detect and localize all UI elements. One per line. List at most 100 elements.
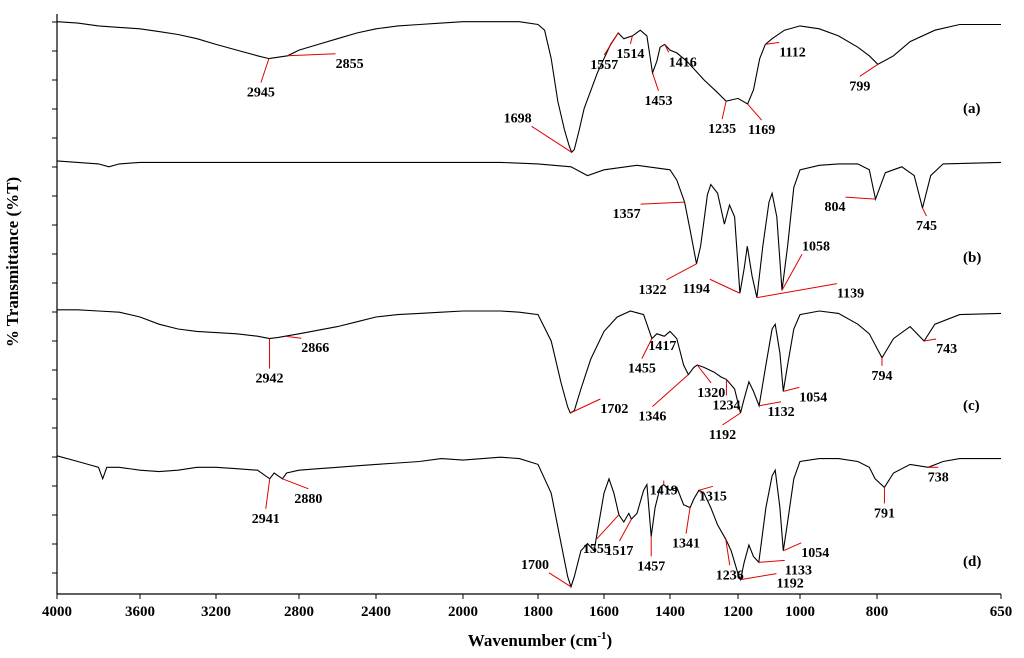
spectrum-line-b xyxy=(56,160,1002,298)
leader-lines-group xyxy=(260,32,939,588)
spectrum-line-c xyxy=(57,309,1002,414)
x-tick-label: 2400 xyxy=(361,604,391,620)
peak-leader-line xyxy=(696,364,712,384)
peak-label: 743 xyxy=(936,342,957,357)
x-tick-label: 650 xyxy=(990,604,1013,620)
peak-label: 1702 xyxy=(600,402,628,417)
peak-leader-line xyxy=(652,374,689,407)
peak-leader-line xyxy=(666,263,697,281)
peak-label: 1315 xyxy=(699,489,727,504)
x-tick-label: 1400 xyxy=(655,604,685,620)
peak-leader-line xyxy=(721,101,727,120)
x-tick-label: 1000 xyxy=(785,604,815,620)
peak-leader-line xyxy=(709,278,741,294)
peak-leader-line xyxy=(603,32,619,56)
peak-label: 1457 xyxy=(637,559,665,574)
peak-label: 1236 xyxy=(716,568,744,583)
peak-leader-line xyxy=(287,53,336,57)
x-tick-labels-group: 4000 3600 3200 2800 2400 2000 1800 1600 1400 1200… xyxy=(42,604,1012,620)
peak-leader-line xyxy=(685,507,691,534)
peak-leader-line xyxy=(570,398,601,414)
peak-label: 1698 xyxy=(504,111,532,126)
peak-label: 738 xyxy=(928,470,949,485)
peak-label: 1517 xyxy=(605,544,633,559)
peak-label: 1194 xyxy=(683,282,710,297)
peak-label: 1320 xyxy=(697,386,725,401)
peak-leader-line xyxy=(548,572,572,588)
x-tick-label: 2800 xyxy=(284,604,314,620)
peak-label: 2880 xyxy=(294,492,322,507)
peak-leader-line xyxy=(629,35,633,45)
peak-leader-line xyxy=(758,401,782,407)
peak-label: 1139 xyxy=(837,287,864,302)
spectra-group xyxy=(56,21,1002,589)
peak-leader-line xyxy=(652,72,659,91)
peak-label: 1192 xyxy=(709,428,736,443)
peak-label: 1132 xyxy=(767,405,794,420)
x-tick-label: 3200 xyxy=(201,604,231,620)
peak-label: 1169 xyxy=(748,123,775,138)
peak-label: 799 xyxy=(849,79,870,94)
peak-leader-line xyxy=(758,559,785,563)
x-tick-label: 800 xyxy=(866,604,889,620)
panel-label-a: (a) xyxy=(963,101,981,117)
x-tick-label: 2000 xyxy=(448,604,478,620)
peak-leader-line xyxy=(531,125,572,153)
panel-label-d: (d) xyxy=(963,554,981,570)
peak-leader-line xyxy=(783,386,800,392)
peak-label: 1557 xyxy=(590,58,618,73)
peak-leader-line xyxy=(783,542,802,552)
peak-label: 804 xyxy=(824,200,845,215)
peak-leader-line xyxy=(596,514,620,540)
peak-leader-line xyxy=(924,338,937,342)
peak-leader-line xyxy=(740,573,777,581)
peak-label: 1417 xyxy=(648,339,676,354)
peak-label: 1416 xyxy=(669,55,697,70)
peak-leader-line xyxy=(698,485,714,491)
peak-label: 1054 xyxy=(801,546,829,561)
peak-leader-line xyxy=(285,335,302,339)
peak-leader-line xyxy=(282,478,309,490)
panel-label-b: (b) xyxy=(963,250,981,266)
peak-label: 794 xyxy=(871,369,892,384)
peak-label: 1322 xyxy=(639,283,667,298)
peak-label: 2866 xyxy=(301,341,329,356)
peak-leader-line xyxy=(618,518,632,542)
spectrum-line-d xyxy=(56,455,1001,589)
peak-label: 1234 xyxy=(712,398,740,413)
axes-group xyxy=(52,14,1002,599)
peak-label: 1112 xyxy=(779,45,805,60)
x-tick-label: 1200 xyxy=(723,604,753,620)
peak-leader-line xyxy=(640,201,685,205)
peak-leader-line xyxy=(265,478,271,509)
peak-leader-line xyxy=(260,58,270,83)
peak-label: 2945 xyxy=(247,86,275,101)
peak-leader-line xyxy=(922,207,927,217)
peak-label: 1235 xyxy=(708,122,736,137)
peak-label: 1341 xyxy=(672,537,700,552)
peak-leader-line xyxy=(747,103,762,121)
peak-label: 1555 xyxy=(583,542,611,557)
peak-label: 1357 xyxy=(613,207,641,222)
peak-label: 1054 xyxy=(799,390,827,405)
x-axis-title: Wavenumber (cm-1) xyxy=(468,630,612,650)
peak-leader-line xyxy=(722,412,741,426)
peak-leader-line xyxy=(765,41,780,45)
x-tick-label: 1800 xyxy=(523,604,553,620)
peak-label: 1514 xyxy=(616,47,644,62)
y-axis-title: % Transmittance (%T) xyxy=(3,177,22,347)
peak-label: 1453 xyxy=(645,94,673,109)
peak-leader-line xyxy=(845,196,876,200)
panel-labels-group: (a) (b) (c) (d) xyxy=(963,101,981,570)
peak-label: 2942 xyxy=(256,372,284,387)
peak-label: 1133 xyxy=(785,563,812,578)
peak-label: 745 xyxy=(916,219,937,234)
peak-label: 2941 xyxy=(252,512,280,527)
peak-label: 1346 xyxy=(638,410,666,425)
peak-label: 1700 xyxy=(521,558,549,573)
peak-label: 791 xyxy=(874,506,895,521)
peak-label: 1058 xyxy=(802,239,830,254)
peak-leader-line xyxy=(725,539,731,566)
peak-label: 1455 xyxy=(628,362,656,377)
